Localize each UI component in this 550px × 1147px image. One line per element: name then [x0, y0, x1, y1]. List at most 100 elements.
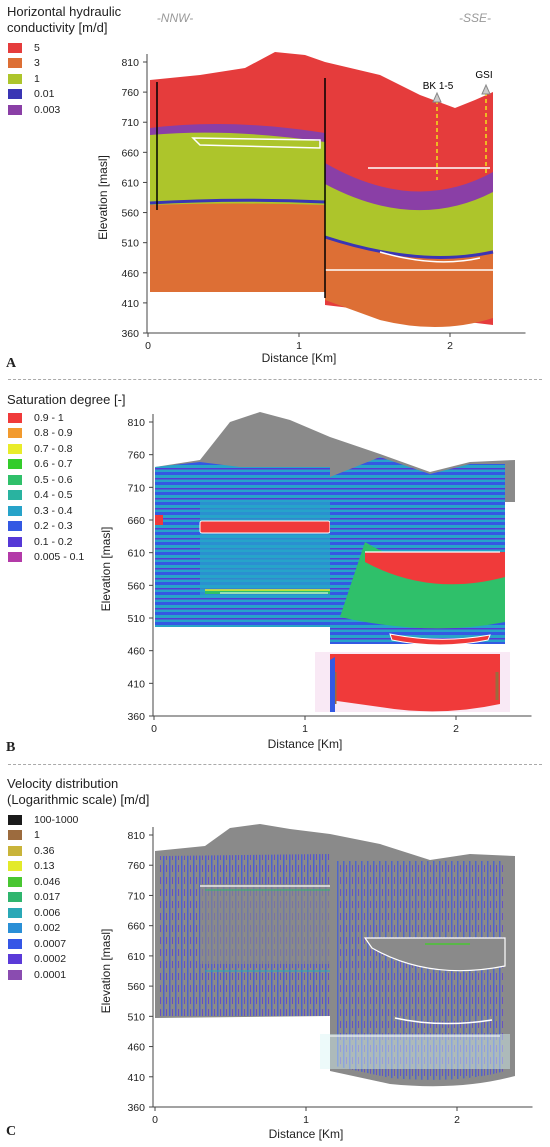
legend-label: 0.13 [34, 860, 55, 873]
legend-label: 0.6 - 0.7 [34, 458, 73, 471]
y-tick-label: 510 [127, 1011, 145, 1023]
y-tick-label: 460 [121, 268, 139, 280]
aquifer-region-right [363, 937, 506, 972]
legend-title-line: Horizontal hydraulic [7, 4, 122, 19]
legend-label: 0.9 - 1 [34, 411, 64, 424]
y-tick-label: 760 [127, 450, 145, 462]
legend-label: 0.006 [34, 906, 61, 919]
legend-title-a: Horizontal hydraulic conductivity [m/d] [7, 4, 121, 36]
legend-swatch [8, 521, 22, 532]
legend-label: 0.5 - 0.6 [34, 473, 73, 486]
y-tick-label: 810 [121, 57, 139, 69]
legend-item: 0.9 - 1 [8, 410, 84, 426]
y-tick-label: 510 [127, 613, 145, 625]
layer-k3-right [325, 238, 493, 328]
legend-swatch [8, 73, 22, 84]
legend-c: 100-1000 1 0.36 0.13 0.046 0.017 0.006 0.002 0.0… [8, 812, 78, 983]
legend-swatch [8, 814, 22, 825]
saturated-zone-deep [330, 654, 500, 712]
panel-letter-b: B [6, 740, 16, 755]
y-tick-label: 810 [127, 417, 145, 429]
legend-swatch [8, 954, 22, 965]
legend-label: 0.4 - 0.5 [34, 489, 73, 502]
legend-a: 5 3 1 0.01 0.003 [8, 40, 60, 118]
y-tick-label: 760 [121, 87, 139, 99]
panel-letter-c: C [6, 1124, 17, 1139]
cyan-halo [320, 1034, 510, 1069]
zone-0.3-0.4 [200, 502, 330, 597]
y-tick-label: 510 [121, 238, 139, 250]
legend-swatch [8, 42, 22, 53]
legend-swatch [8, 861, 22, 872]
x-tick-label: 2 [447, 340, 453, 352]
legend-title-line: Velocity distribution [7, 776, 119, 791]
legend-label: 1 [34, 829, 40, 842]
y-tick-label: 660 [121, 147, 139, 159]
layer-k3-left [150, 199, 325, 292]
legend-item: 100-1000 [8, 812, 78, 828]
legend-swatch [8, 830, 22, 841]
y-tick-label: 360 [121, 328, 139, 340]
y-tick-label: 360 [127, 1102, 145, 1114]
axes-b: 810 760 710 660 610 560 510 460 410 360 0 1 2 Distanc… [99, 414, 532, 751]
y-tick-label: 760 [127, 860, 145, 872]
legend-title-line: conductivity [m/d] [7, 20, 108, 35]
direction-right-label: -SSE- [459, 11, 491, 25]
legend-label: 0.0001 [34, 968, 67, 981]
legend-swatch [8, 89, 22, 100]
legend-item: 0.0001 [8, 967, 78, 983]
y-tick-label: 560 [121, 208, 139, 220]
x-tick-label: 0 [145, 340, 151, 352]
legend-swatch [8, 428, 22, 439]
legend-label: 0.3 - 0.4 [34, 504, 73, 517]
direction-left-label: -NNW- [157, 11, 193, 25]
well-label-gsi: GSI [475, 70, 492, 81]
x-tick-label: 2 [454, 1114, 460, 1126]
edge-zone [330, 657, 335, 712]
y-tick-label: 710 [121, 117, 139, 129]
legend-item: 5 [8, 40, 60, 56]
legend-label: 0.2 - 0.3 [34, 520, 73, 533]
legend-item: 0.003 [8, 102, 60, 118]
legend-item: 0.6 - 0.7 [8, 457, 84, 473]
y-tick-label: 460 [127, 1042, 145, 1054]
axes-a: 810 760 710 660 610 560 510 460 410 360 0 1 2 Distanc… [96, 54, 526, 365]
y-tick-label: 360 [127, 711, 145, 723]
perched-aquifer-left [199, 520, 331, 534]
legend-item: 0.36 [8, 843, 78, 859]
legend-item: 0.8 - 0.9 [8, 426, 84, 442]
x-tick-label: 0 [151, 723, 157, 735]
legend-item: 0.01 [8, 87, 60, 103]
velocity-plot-c: 810 760 710 660 610 560 510 460 410 360 0 1 2 Distanc… [99, 824, 533, 1141]
legend-swatch [8, 969, 22, 980]
white-contour [379, 251, 481, 263]
legend-label: 0.7 - 0.8 [34, 442, 73, 455]
x-tick-label: 0 [152, 1114, 158, 1126]
legend-label: 0.0007 [34, 937, 67, 950]
legend-swatch [8, 505, 22, 516]
right-block-velocity [335, 861, 505, 1080]
legend-item: 0.13 [8, 859, 78, 875]
x-axis-label: Distance [Km] [268, 737, 343, 751]
legend-title-b: Saturation degree [-] [7, 392, 126, 407]
aquifer-region-left [200, 884, 330, 964]
panel-letter-a: A [6, 356, 17, 371]
y-tick-label: 410 [121, 298, 139, 310]
white-contour [394, 1017, 493, 1025]
y-tick-label: 560 [127, 580, 145, 592]
legend-swatch [8, 845, 22, 856]
x-tick-label: 1 [303, 1114, 309, 1126]
legend-label: 0.005 - 0.1 [34, 551, 85, 564]
saturation-plot-b: 810 760 710 660 610 560 510 460 410 360 0 1 2 Distanc… [99, 412, 532, 751]
legend-item: 0.5 - 0.6 [8, 472, 84, 488]
cross-section-plot-a: -NNW- -SSE- BK 1-5 GSI 810 760 710 660 610 56… [96, 11, 526, 365]
legend-label: 0.002 [34, 922, 61, 935]
y-tick-label: 610 [127, 548, 145, 560]
legend-label: 3 [34, 57, 40, 70]
legend-label: 1 [34, 72, 40, 85]
legend-item: 0.4 - 0.5 [8, 488, 84, 504]
white-contour [191, 137, 321, 149]
y-tick-label: 410 [127, 678, 145, 690]
x-tick-label: 1 [302, 723, 308, 735]
legend-item: 0.002 [8, 921, 78, 937]
